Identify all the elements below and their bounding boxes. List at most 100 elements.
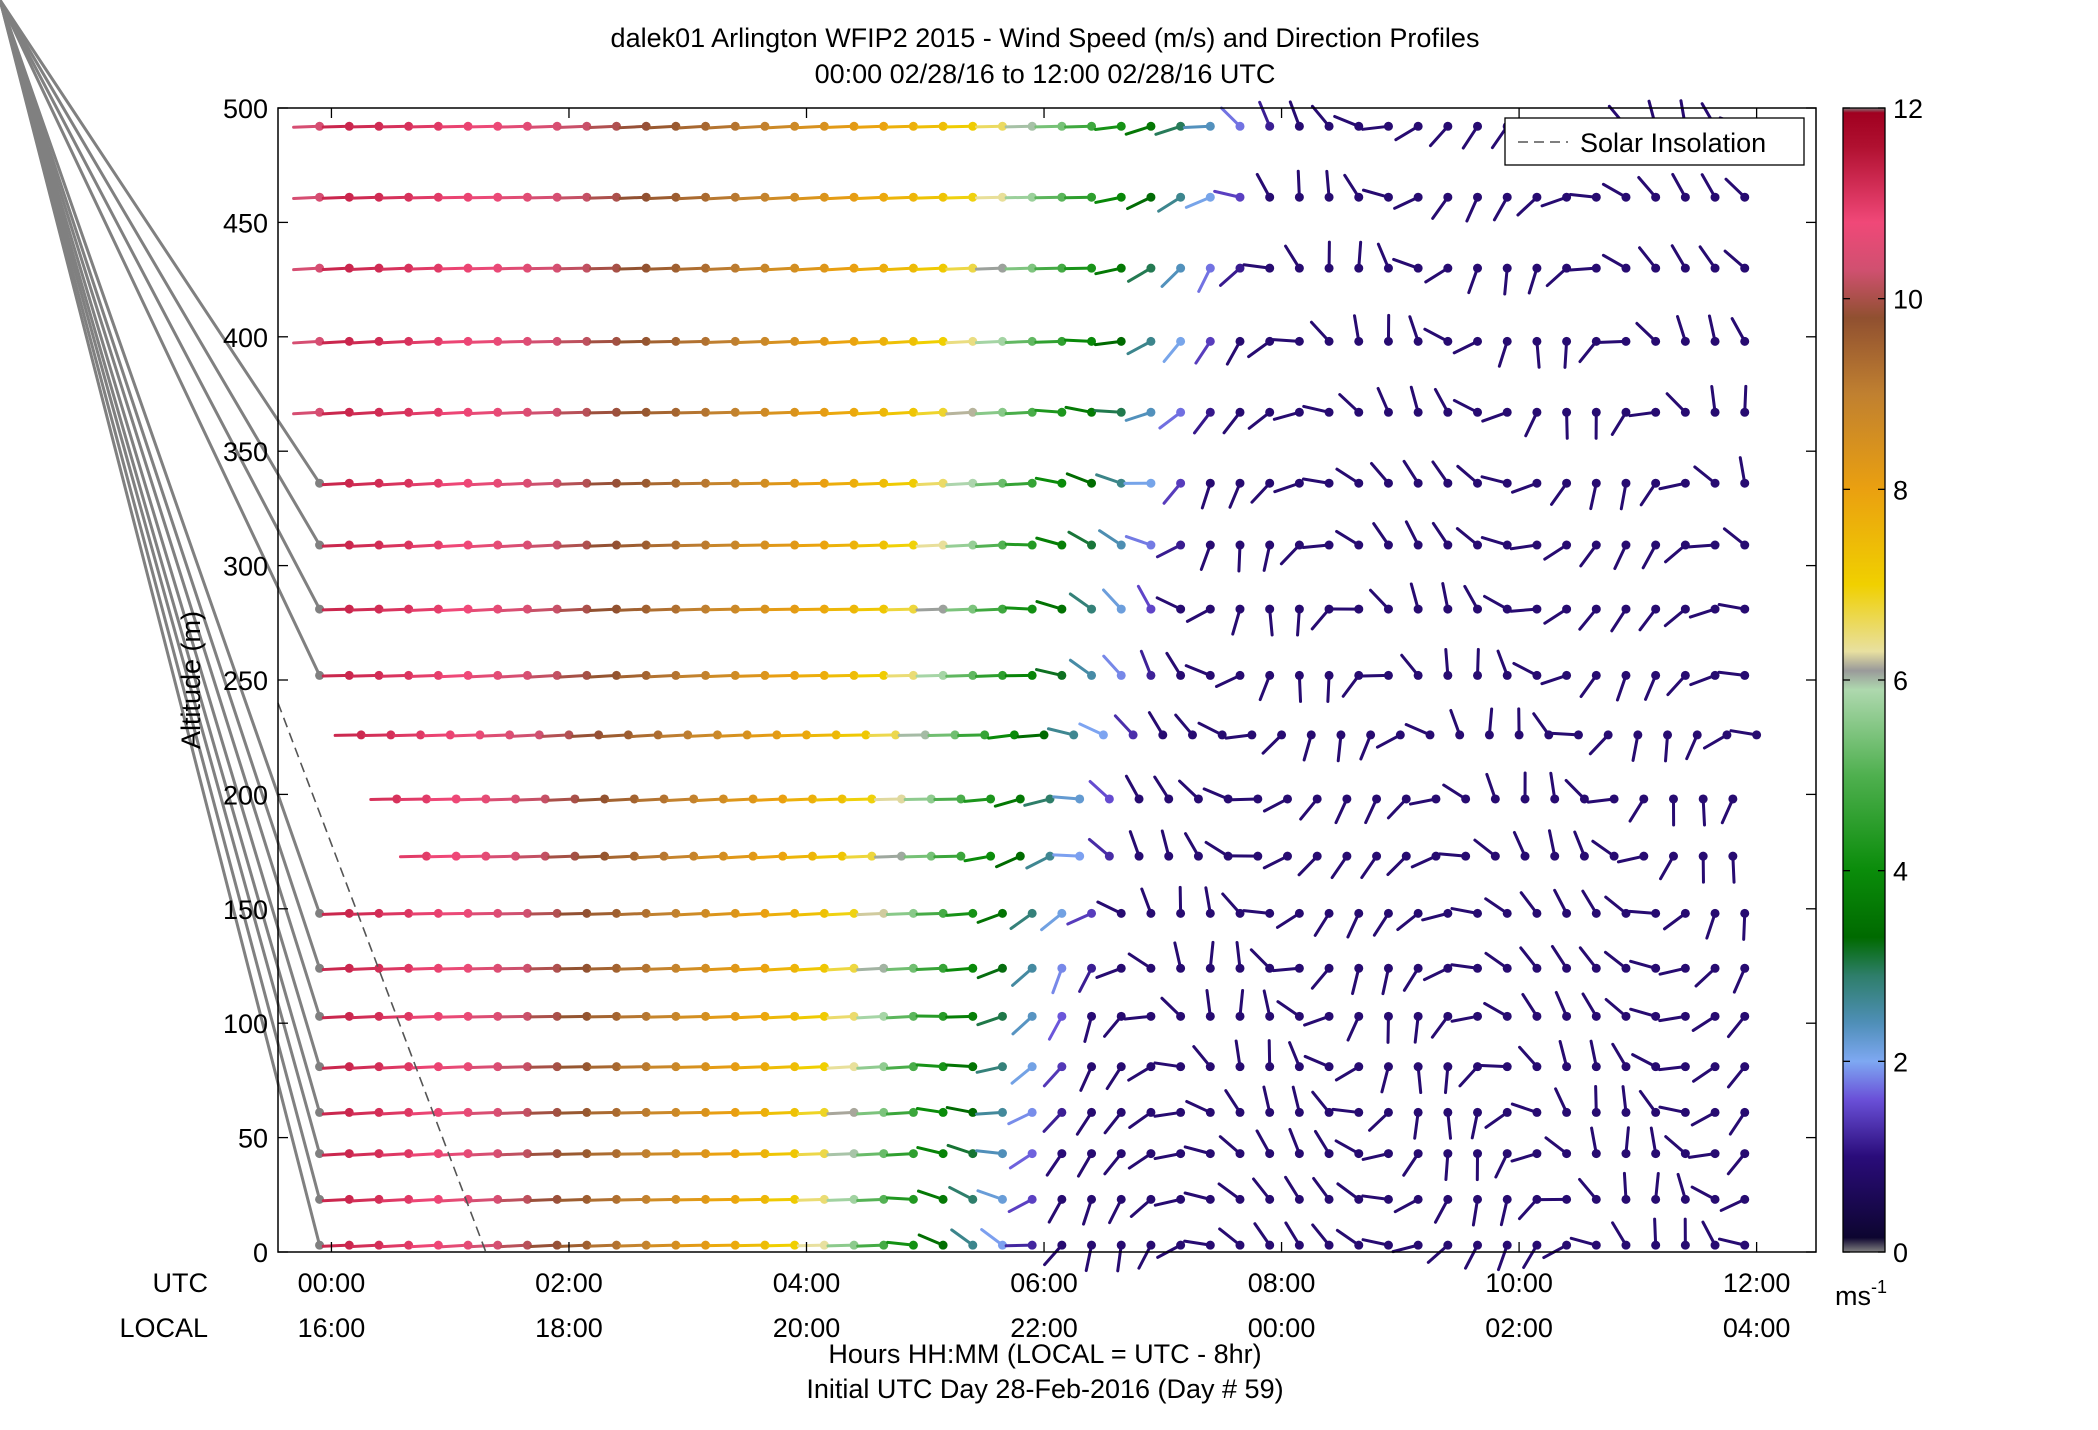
wind-barb-dot [790,193,799,202]
wind-barb-dot [1592,1012,1601,1021]
wind-barb-dot [1354,479,1363,488]
wind-barb-dot [345,408,354,417]
wind-barb-dot [1176,264,1185,273]
wind-barb-dot [1158,730,1167,739]
wind-barb-dot [879,1108,888,1117]
wind-barb-dot [1176,1108,1185,1117]
wind-barb-dot [1028,605,1037,614]
wind-barb-dot [1265,122,1274,131]
wind-barb-shaft [0,0,320,545]
wind-barb-dot [1402,852,1411,861]
wind-barb-dot [553,605,562,614]
wind-barb-dot [1117,193,1126,202]
wind-barb-dot [1473,671,1482,680]
wind-barb-dot [1354,605,1363,614]
wind-barb-dot [939,1149,948,1158]
wind-barb-dot [1265,193,1274,202]
wind-barb-dot [1443,122,1452,131]
wind-barb-dot [1443,1012,1452,1021]
wind-barb-shaft [0,0,320,1016]
wind-barb-dot [1621,1149,1630,1158]
wind-barb-dot [523,541,532,550]
wind-barb-dot [1354,964,1363,973]
wind-barb-dot [1473,337,1482,346]
wind-barb-dot [374,479,383,488]
wind-barb-dot [956,852,965,861]
wind-barb-dot [1235,605,1244,614]
wind-barb-dot [731,264,740,273]
wind-barb-dot [1336,730,1345,739]
wind-barb-dot [1206,1241,1215,1250]
wind-barb-dot [1621,1108,1630,1117]
x-tick-label-local: 18:00 [535,1313,603,1343]
wind-barb-dot [1117,264,1126,273]
wind-barb-dot [1532,1012,1541,1021]
wind-barb-dot [1117,122,1126,131]
wind-barb-dot [1562,1149,1571,1158]
wind-barb-dot [1354,1108,1363,1117]
wind-barb-dot [1414,337,1423,346]
wind-barb-dot [1621,337,1630,346]
wind-barb-dot [1176,337,1185,346]
wind-barb-dot [1711,605,1720,614]
wind-barb-dot [1087,1062,1096,1071]
wind-barb-dot [1681,264,1690,273]
wind-barb-dot [1621,1012,1630,1021]
wind-barb-dot [1176,605,1185,614]
wind-barb-dot [1087,408,1096,417]
wind-barb-dot [1532,909,1541,918]
wind-barb-dot [1639,794,1648,803]
wind-barb-dot [1610,852,1619,861]
wind-barb-dot [1283,852,1292,861]
wind-barb-dot [404,541,413,550]
wind-barb-dot [1443,264,1452,273]
wind-barb-dot [1503,408,1512,417]
wind-barb-dot [1485,730,1494,739]
wind-barb-dot [1621,479,1630,488]
wind-barb-dot [1621,1195,1630,1204]
wind-barb-dot [968,1241,977,1250]
wind-barb-dot [1253,852,1262,861]
wind-barb-dot [968,909,977,918]
wind-barb-dot [1253,794,1262,803]
wind-barb-dot [1325,541,1334,550]
wind-barb-dot [1325,1149,1334,1158]
wind-barb-dot [1521,852,1530,861]
wind-barb-dot [1503,671,1512,680]
wind-barb-dot [1028,671,1037,680]
wind-barb-dot [1087,964,1096,973]
wind-barb-dot [1277,730,1286,739]
wind-barb-dot [1740,193,1749,202]
utc-row-label: UTC [153,1268,209,1298]
wind-barb-dot [1473,479,1482,488]
wind-barb-dot [535,730,544,739]
wind-barb-dot [998,1149,1007,1158]
wind-barb-dot [1592,264,1601,273]
wind-barb-dot [879,1012,888,1021]
wind-barb-dot [1532,1241,1541,1250]
wind-barb-dot [968,1062,977,1071]
wind-barb-dot [1414,122,1423,131]
wind-barb-dot [434,1195,443,1204]
wind-barb-dot [315,337,324,346]
wind-barb-dot [1295,1012,1304,1021]
wind-barb-dot [1443,337,1452,346]
wind-barb-dot [315,1012,324,1021]
wind-barb-dot [1099,730,1108,739]
wind-barb-dot [404,408,413,417]
wind-barb-dot [1325,408,1334,417]
wind-barb-dot [1146,541,1155,550]
wind-barb-dot [1176,1149,1185,1158]
wind-barb-dot [1681,671,1690,680]
wind-barb-dot [523,605,532,614]
wind-barb-dot [1087,193,1096,202]
wind-barb-dot [1384,264,1393,273]
wind-barb-dot [1265,671,1274,680]
wind-barb-dot [1651,193,1660,202]
wind-barb-dot [1414,479,1423,488]
wind-barb-dot [1532,264,1541,273]
wind-barb-dot [1325,479,1334,488]
wind-barb-dot [1651,1241,1660,1250]
